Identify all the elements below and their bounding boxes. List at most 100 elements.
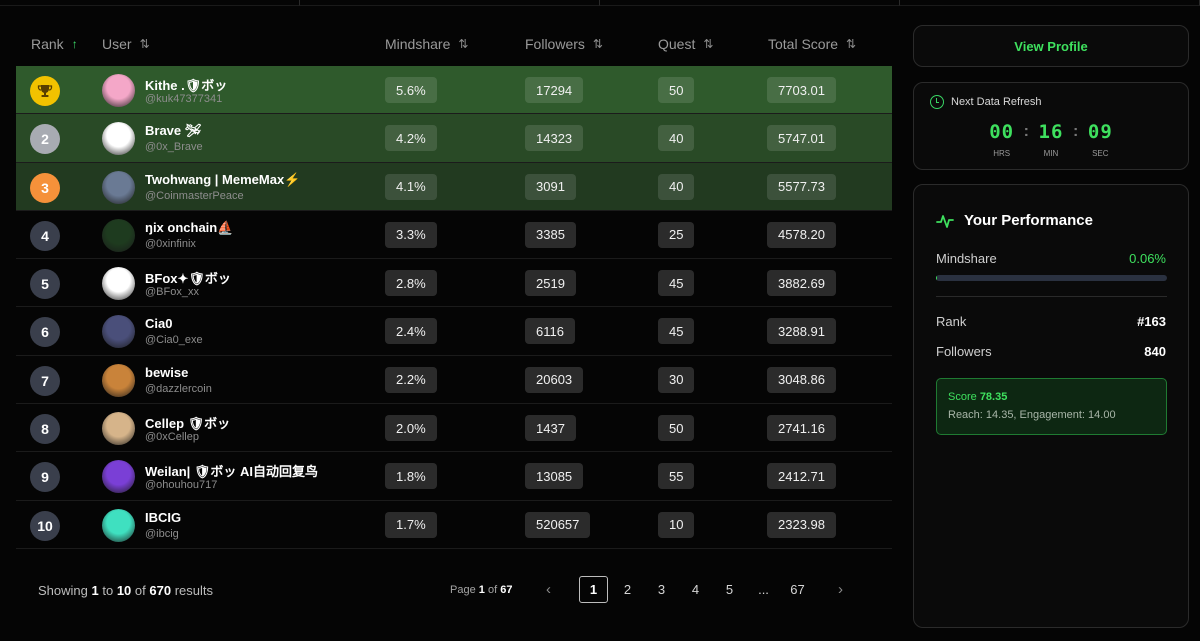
table-row[interactable]: Kithe .🛡ボッ @kuk47377341 5.6% 17294 50 7703.01: [16, 66, 892, 115]
performance-card: Your Performance Mindshare 0.06% Rank #1…: [913, 184, 1189, 628]
divider: [936, 296, 1167, 297]
table-row[interactable]: 10 IBCIG @ibcig 1.7% 520657 10 2323.98: [16, 501, 892, 549]
total-score-value: 7703.01: [767, 77, 836, 103]
table-header: Rank ↑ User ⇅ Mindshare ⇅ Followers ⇅ Qu…: [16, 22, 892, 66]
mindshare-value: 1.7%: [385, 511, 437, 538]
sort-icon[interactable]: ⇅: [458, 37, 469, 51]
followers-column-header[interactable]: Followers ⇅: [525, 36, 603, 52]
user-handle: @ibcig: [145, 527, 179, 540]
page-button[interactable]: 5: [725, 582, 734, 597]
quest-value: 45: [658, 270, 695, 297]
mindshare-column-header[interactable]: Mindshare ⇅: [385, 36, 469, 52]
top-tab[interactable]: [600, 0, 900, 6]
quest-value: 50: [658, 415, 695, 442]
rank-column-header[interactable]: Rank ↑: [31, 36, 78, 52]
top-tab[interactable]: [300, 0, 600, 6]
page-button[interactable]: 2: [623, 582, 632, 597]
page-button[interactable]: 67: [790, 582, 805, 597]
table-row[interactable]: 4 ŋix onchain⛵ @0xinfinix 3.3% 3385 25 4578.20: [16, 211, 892, 260]
table-row[interactable]: 8 Cellep 🛡ボッ @0xCellep 2.0% 1437 50 2741.16: [16, 404, 892, 453]
total-score-value: 2412.71: [767, 463, 836, 490]
clock-icon: [930, 95, 944, 109]
sort-icon[interactable]: ⇅: [846, 37, 857, 51]
followers-value: 3091: [525, 173, 576, 200]
table-row[interactable]: 2 Brave 🛩 @0x_Brave 4.2% 14323 40 5747.01: [16, 114, 892, 163]
user-handle: @dazzlercoin: [145, 382, 212, 395]
rank-badge: 9: [30, 462, 60, 493]
avatar[interactable]: [102, 460, 135, 494]
rank-badge: 5: [30, 269, 60, 300]
avatar[interactable]: [102, 412, 135, 446]
results-summary: Showing 1 to 10 of 670 results: [38, 583, 214, 598]
table-row[interactable]: 9 Weilan| 🛡ボッ AI自动回复鸟 @ohouhou717 1.8% 13085…: [16, 452, 892, 501]
followers-value: 1437: [525, 415, 576, 442]
avatar[interactable]: [102, 122, 135, 156]
user-name[interactable]: Cia0: [145, 316, 173, 332]
mindshare-value: 3.3%: [385, 221, 437, 248]
user-handle: @BFox_xx: [145, 286, 199, 299]
rank-badge: 6: [30, 317, 60, 348]
data-refresh-card: Next Data Refresh 00 HRS : 16 MIN : 09 SEC: [913, 82, 1189, 170]
user-name[interactable]: Brave 🛩: [145, 123, 202, 139]
avatar[interactable]: [102, 170, 135, 204]
sort-icon[interactable]: ⇅: [703, 37, 714, 51]
user-handle: @kuk47377341: [145, 93, 223, 105]
user-name[interactable]: Kithe .🛡ボッ: [145, 78, 228, 93]
performance-title: Your Performance: [964, 212, 1093, 229]
table-row[interactable]: 5 BFox✦🛡ボッ @BFox_xx 2.8% 2519 45 3882.69: [16, 259, 892, 308]
table-row[interactable]: 6 Cia0 @Cia0_exe 2.4% 6116 45 3288.91: [16, 307, 892, 356]
user-name[interactable]: Twohwang | MemeMax⚡: [145, 171, 301, 187]
quest-value: 30: [658, 366, 695, 393]
table-row[interactable]: 7 bewise @dazzlercoin 2.2% 20603 30 3048.86: [16, 356, 892, 405]
prev-page-button[interactable]: ‹: [546, 581, 551, 598]
total-score-column-header[interactable]: Total Score ⇅: [768, 36, 857, 52]
sort-icon[interactable]: ⇅: [592, 37, 603, 51]
score-label: Score: [948, 391, 977, 403]
followers-label: Followers: [936, 344, 992, 359]
quest-value: 50: [658, 77, 695, 103]
top-tab[interactable]: [0, 0, 300, 6]
avatar[interactable]: [102, 218, 135, 252]
user-name[interactable]: bewise: [145, 364, 189, 380]
total-score-value: 3048.86: [767, 366, 836, 393]
mindshare-progress-fill: [936, 275, 938, 281]
user-name[interactable]: Weilan| 🛡ボッ AI自动回复鸟: [145, 464, 319, 480]
avatar[interactable]: [102, 267, 135, 301]
followers-value: 6116: [525, 318, 575, 345]
next-page-button[interactable]: ›: [838, 581, 843, 598]
mindshare-value: 5.6%: [385, 77, 437, 103]
timer-minutes: 16: [1038, 121, 1064, 143]
user-handle: @CoinmasterPeace: [145, 189, 244, 202]
rank-badge: 8: [30, 414, 60, 445]
sort-icon[interactable]: ⇅: [139, 37, 150, 51]
user-handle: @0x_Brave: [145, 141, 203, 154]
followers-value: 20603: [525, 366, 584, 393]
avatar[interactable]: [102, 315, 135, 349]
mindshare-progress-bar: [936, 275, 1167, 281]
top-tab[interactable]: [900, 0, 1200, 6]
page-button[interactable]: 1: [579, 576, 608, 603]
rank-badge: 7: [30, 365, 60, 396]
quest-value: 40: [658, 125, 695, 152]
user-column-header[interactable]: User ⇅: [102, 36, 150, 52]
user-name[interactable]: Cellep 🛡ボッ: [145, 416, 231, 432]
rank-label: Rank: [936, 314, 967, 329]
avatar[interactable]: [102, 508, 135, 542]
followers-value: 2519: [525, 270, 576, 297]
user-name[interactable]: BFox✦🛡ボッ: [145, 271, 231, 287]
user-name[interactable]: ŋix onchain⛵: [145, 219, 234, 235]
view-profile-button[interactable]: View Profile: [913, 25, 1189, 67]
total-score-value: 2741.16: [767, 415, 836, 442]
total-score-value: 2323.98: [767, 511, 836, 538]
quest-column-header[interactable]: Quest ⇅: [658, 36, 714, 52]
table-row[interactable]: 3 Twohwang | MemeMax⚡ @CoinmasterPeace 4.1%…: [16, 162, 892, 211]
quest-value: 55: [658, 463, 695, 490]
mindshare-label: Mindshare: [936, 251, 997, 266]
avatar[interactable]: [102, 74, 135, 107]
page-button[interactable]: 4: [691, 582, 700, 597]
page-button[interactable]: 3: [657, 582, 666, 597]
avatar[interactable]: [102, 363, 135, 397]
top-tab-strip: [0, 0, 1200, 6]
user-name[interactable]: IBCIG: [145, 509, 182, 525]
sort-asc-icon[interactable]: ↑: [71, 37, 78, 51]
